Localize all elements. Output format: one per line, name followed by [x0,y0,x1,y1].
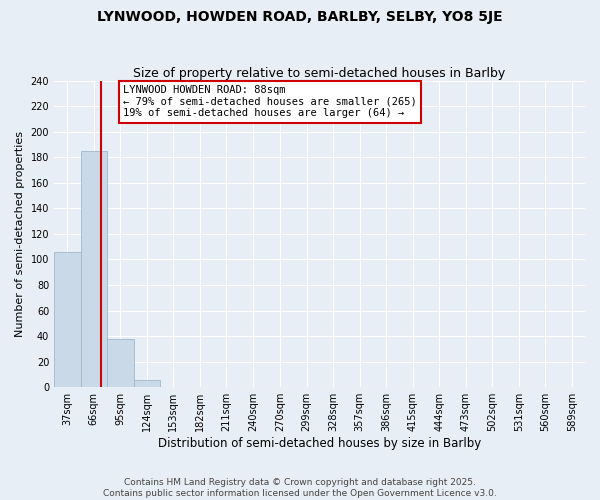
Bar [54,252,80,387]
Y-axis label: Number of semi-detached properties: Number of semi-detached properties [15,131,25,337]
Bar [107,338,134,387]
Bar [80,151,107,387]
Text: Contains HM Land Registry data © Crown copyright and database right 2025.
Contai: Contains HM Land Registry data © Crown c… [103,478,497,498]
Title: Size of property relative to semi-detached houses in Barlby: Size of property relative to semi-detach… [133,66,506,80]
Bar [134,380,160,387]
Text: LYNWOOD, HOWDEN ROAD, BARLBY, SELBY, YO8 5JE: LYNWOOD, HOWDEN ROAD, BARLBY, SELBY, YO8… [97,10,503,24]
X-axis label: Distribution of semi-detached houses by size in Barlby: Distribution of semi-detached houses by … [158,437,481,450]
Text: LYNWOOD HOWDEN ROAD: 88sqm
← 79% of semi-detached houses are smaller (265)
19% o: LYNWOOD HOWDEN ROAD: 88sqm ← 79% of semi… [123,86,417,118]
